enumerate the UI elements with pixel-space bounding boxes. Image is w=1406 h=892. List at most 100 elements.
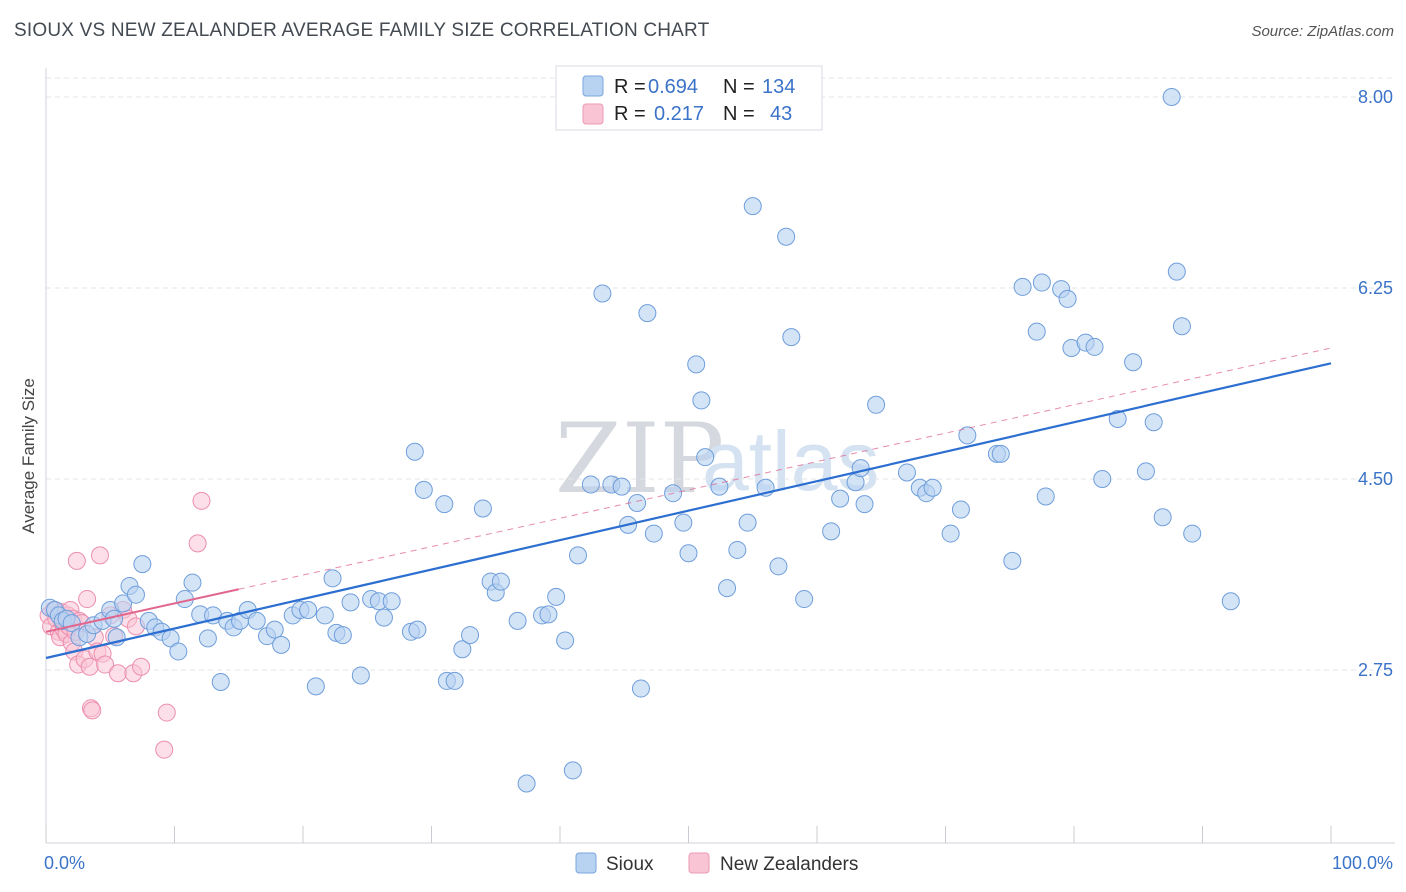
sioux-point	[1144, 413, 1163, 432]
sioux-point	[435, 495, 454, 514]
sioux-point	[183, 573, 202, 592]
legend-n-value-sioux: 134	[762, 76, 795, 98]
sioux-point	[114, 594, 133, 613]
sioux-points	[40, 88, 1240, 793]
bottom-legend-label-sioux: Sioux	[606, 854, 654, 875]
sioux-point	[351, 666, 370, 685]
sioux-point	[679, 544, 698, 563]
y-tick-label: 8.00	[1358, 87, 1393, 107]
nz-point	[155, 740, 174, 759]
sioux-point	[867, 395, 886, 414]
sioux-point	[445, 671, 464, 690]
sioux-point	[568, 546, 587, 565]
sioux-point	[923, 478, 942, 497]
sioux-point	[539, 605, 558, 624]
legend-swatch-nz	[582, 103, 604, 125]
sioux-point	[1058, 289, 1077, 308]
sioux-point	[581, 475, 600, 494]
sioux-point	[782, 328, 801, 347]
watermark-atlas: atlas	[702, 414, 879, 508]
sioux-point	[461, 626, 480, 645]
y-tick-label: 2.75	[1358, 660, 1393, 680]
sioux-point	[593, 284, 612, 303]
sioux-point	[563, 761, 582, 780]
sioux-point	[198, 629, 217, 648]
y-axis-title: Average Family Size	[19, 378, 38, 534]
sioux-point	[491, 572, 510, 591]
sioux-point	[247, 611, 266, 630]
trend-lines	[45, 347, 1332, 660]
sioux-point	[133, 555, 152, 574]
sioux-point	[710, 477, 729, 496]
sioux-point	[341, 593, 360, 612]
chart-title: SIOUX VS NEW ZEALANDER AVERAGE FAMILY SI…	[14, 20, 710, 41]
nz-point	[108, 664, 127, 683]
sioux-point	[1027, 322, 1046, 341]
x-tick-label-min: 0.0%	[44, 853, 85, 873]
nz-point	[157, 703, 176, 722]
sioux-point	[1036, 487, 1055, 506]
sioux-point	[405, 442, 424, 461]
sioux-point	[315, 606, 334, 625]
sioux-point	[718, 579, 737, 598]
sioux-point	[769, 557, 788, 576]
sioux-point	[547, 587, 566, 606]
sioux-point	[299, 600, 318, 619]
grid: 2.75 4.50 6.25 8.00	[46, 77, 1395, 680]
sioux-point	[333, 626, 352, 645]
sioux-point	[1172, 317, 1191, 336]
x-tick-label-max: 100.0%	[1332, 853, 1393, 873]
sioux-point	[414, 480, 433, 499]
legend-swatch-sioux	[582, 75, 604, 97]
sioux-point	[795, 590, 814, 609]
sioux-point	[638, 304, 657, 323]
nz-point	[83, 701, 102, 720]
nz-point	[132, 657, 151, 676]
bottom-legend: Sioux New Zealanders	[575, 852, 858, 875]
sioux-point	[991, 444, 1010, 463]
legend-r-value-nz: 0.217	[654, 103, 704, 125]
sioux-point	[612, 477, 631, 496]
sioux-point	[831, 489, 850, 508]
sioux-point	[323, 569, 342, 588]
sioux-point	[508, 611, 527, 630]
sioux-point	[855, 495, 874, 514]
sioux-point	[728, 540, 747, 559]
sioux-point	[1162, 88, 1181, 106]
source-label: Source: ZipAtlas.com	[1251, 23, 1394, 40]
sioux-point	[1136, 462, 1155, 481]
sioux-point	[265, 620, 284, 639]
legend-r-label-nz: R =	[614, 103, 646, 125]
sioux-point	[897, 463, 916, 482]
sioux-point	[1085, 337, 1104, 356]
sioux-point	[211, 673, 230, 692]
sioux-point	[1153, 508, 1172, 527]
sioux-point	[517, 774, 536, 793]
sioux-point	[644, 524, 663, 543]
sioux-point	[777, 227, 796, 246]
nz-point	[80, 657, 99, 676]
y-tick-label: 6.25	[1358, 278, 1393, 298]
bottom-legend-swatch-nz	[688, 852, 710, 874]
sioux-trend-line	[45, 362, 1332, 660]
sioux-point	[556, 631, 575, 650]
nz-point	[78, 590, 97, 609]
legend-r-label-sioux: R =	[614, 76, 646, 98]
axes: 0.0% 100.0%	[44, 68, 1395, 873]
legend-n-label-sioux: N =	[723, 76, 755, 98]
bottom-legend-swatch-sioux	[575, 852, 597, 874]
sioux-point	[1093, 470, 1112, 488]
sioux-point	[674, 513, 693, 532]
sioux-point	[382, 592, 401, 611]
sioux-point	[169, 642, 188, 661]
sioux-point	[126, 585, 145, 604]
sioux-point	[272, 635, 291, 654]
sioux-point	[408, 620, 427, 639]
top-legend: R = 0.694 N = 134 R = 0.217 N = 43	[555, 65, 823, 131]
sioux-point	[374, 608, 393, 627]
sioux-point	[1032, 273, 1051, 292]
sioux-point	[692, 391, 711, 410]
sioux-point	[1108, 409, 1127, 428]
sioux-point	[743, 197, 762, 216]
